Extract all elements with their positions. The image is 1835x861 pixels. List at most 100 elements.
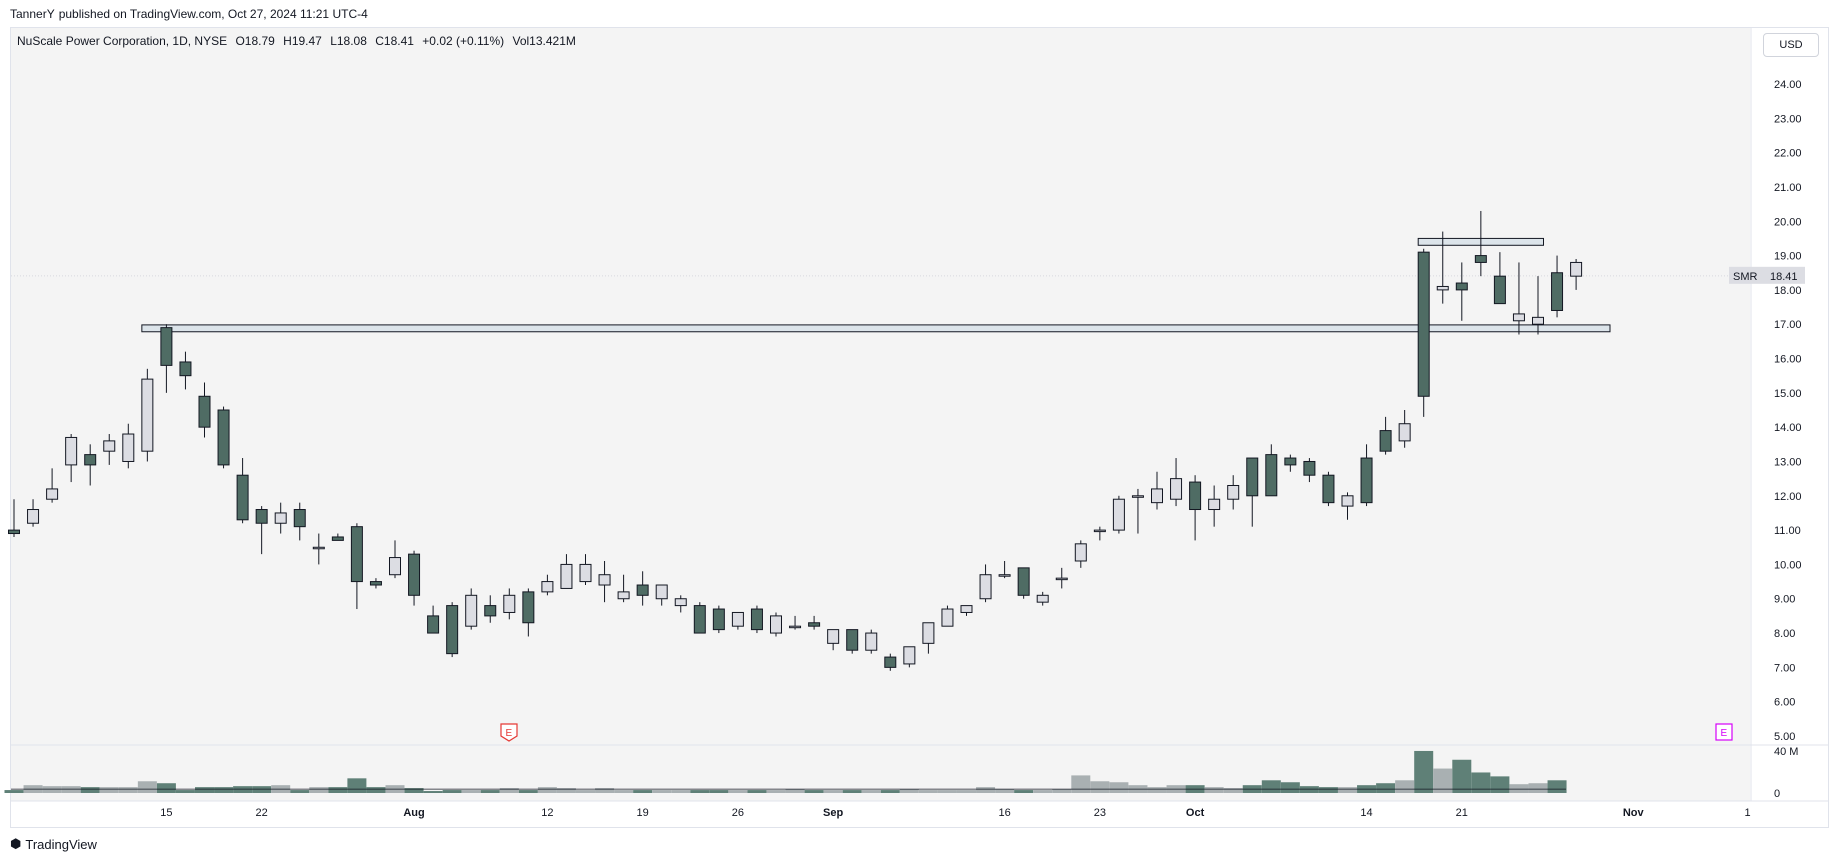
candle-body	[712, 608, 725, 631]
volume-bar	[804, 790, 824, 793]
chart-frame	[10, 27, 1829, 828]
candle-body	[1208, 498, 1221, 511]
candle-body	[789, 625, 802, 629]
legend-change: +0.02 (+0.11%)	[422, 34, 505, 48]
volume-bar	[690, 790, 710, 793]
candle-body	[1017, 567, 1030, 596]
candle-body	[46, 488, 59, 500]
candle-body	[1093, 529, 1106, 533]
candle-body	[179, 361, 192, 377]
candle-body	[1189, 481, 1202, 511]
y-tick-label: 14.00	[1774, 422, 1802, 434]
candle-body	[1379, 430, 1392, 452]
volume-bar	[518, 790, 538, 793]
volume-bar	[80, 787, 100, 793]
legend-close: C18.41	[375, 34, 414, 48]
annotation-rectangle	[141, 324, 1611, 333]
candle-body	[941, 608, 954, 627]
candle-body	[446, 605, 459, 655]
candle-body	[350, 526, 363, 583]
candle-body	[84, 454, 97, 466]
volume-bar	[918, 790, 938, 793]
y-tick-label: 24.00	[1774, 79, 1802, 91]
x-tick-label: 23	[1094, 807, 1106, 819]
volume-bar	[1433, 768, 1453, 793]
candle-body	[960, 605, 973, 613]
volume-bar	[1318, 787, 1338, 793]
y-tick-label: 7.00	[1774, 662, 1795, 674]
publisher-text: published on TradingView.com, Oct 27, 20…	[58, 7, 368, 21]
publisher-user[interactable]: TannerY	[10, 7, 55, 21]
candle-body	[389, 557, 401, 576]
y-tick-label: 5.00	[1774, 731, 1795, 743]
volume-bar	[1052, 789, 1072, 793]
y-tick-label: 18.00	[1774, 285, 1802, 297]
x-tick-label: 16	[998, 807, 1010, 819]
y-tick-label: 11.00	[1774, 525, 1801, 537]
publisher-bar: TannerY published on TradingView.com, Oct…	[10, 7, 372, 21]
symbol-legend: NuScale Power Corporation, 1D, NYSE O18.…	[17, 34, 581, 48]
tradingview-brand[interactable]: ⬢ TradingView	[10, 836, 97, 852]
candle-body	[1398, 423, 1411, 442]
candle-body	[312, 546, 325, 550]
candle-body	[65, 436, 78, 466]
volume-bar	[1109, 782, 1129, 793]
x-tick-label: Nov	[1623, 807, 1645, 819]
x-tick-label: 14	[1360, 807, 1372, 819]
candle-body	[1551, 272, 1564, 311]
candle-body	[1512, 313, 1525, 322]
volume-bar	[1299, 786, 1319, 793]
volume-bar	[42, 786, 62, 793]
candle-body	[1131, 495, 1144, 498]
candle-body	[1246, 457, 1259, 497]
volume-bar	[995, 789, 1015, 793]
volume-bar	[1147, 787, 1167, 793]
earnings-marker-icon	[500, 723, 518, 742]
candle-body	[998, 574, 1011, 577]
volume-bar	[461, 790, 481, 793]
volume-bar	[4, 790, 24, 793]
volume-bar	[976, 787, 996, 793]
volume-bar	[290, 790, 310, 793]
candle-body	[1322, 474, 1335, 504]
candle-body	[846, 629, 859, 651]
candle-body	[1112, 498, 1125, 531]
volume-bar	[633, 790, 653, 793]
y-tick-label: 12.00	[1774, 491, 1802, 503]
candle-body	[122, 433, 135, 462]
volume-bar	[1223, 788, 1243, 793]
volume-bar	[1033, 790, 1053, 793]
candle-body	[1303, 460, 1316, 476]
volume-bar	[1452, 759, 1472, 793]
x-tick-label: Sep	[823, 807, 843, 819]
candle-body	[141, 378, 154, 452]
volume-bar	[328, 787, 348, 793]
x-tick-label: 19	[637, 807, 649, 819]
candle-body	[255, 509, 268, 524]
candle-body	[979, 574, 992, 600]
brand-label: TradingView	[25, 836, 97, 852]
legend-symbol-name[interactable]: NuScale Power Corporation, 1D, NYSE	[17, 34, 228, 48]
candle-body	[1074, 543, 1087, 562]
candle-body	[865, 632, 878, 651]
candle-body	[1151, 488, 1163, 504]
candle-body	[1455, 282, 1468, 291]
candle-body	[750, 608, 763, 631]
x-tick-label: Aug	[403, 807, 424, 819]
candle-body	[408, 553, 421, 596]
candle-body	[922, 622, 935, 644]
candle-body	[198, 395, 211, 428]
volume-bar	[1414, 750, 1434, 793]
last-price-symbol: SMR	[1733, 271, 1758, 283]
candle-body	[1055, 577, 1068, 581]
volume-bar	[1090, 781, 1110, 793]
volume-bar	[1280, 782, 1300, 793]
candle-body	[1570, 261, 1583, 277]
x-tick-label: Oct	[1186, 807, 1205, 819]
y-tick-label: 19.00	[1774, 251, 1802, 263]
earnings-marker-label: E	[506, 728, 513, 739]
volume-bar	[823, 790, 843, 793]
currency-button[interactable]: USD	[1763, 33, 1819, 57]
candle-body	[503, 594, 516, 613]
